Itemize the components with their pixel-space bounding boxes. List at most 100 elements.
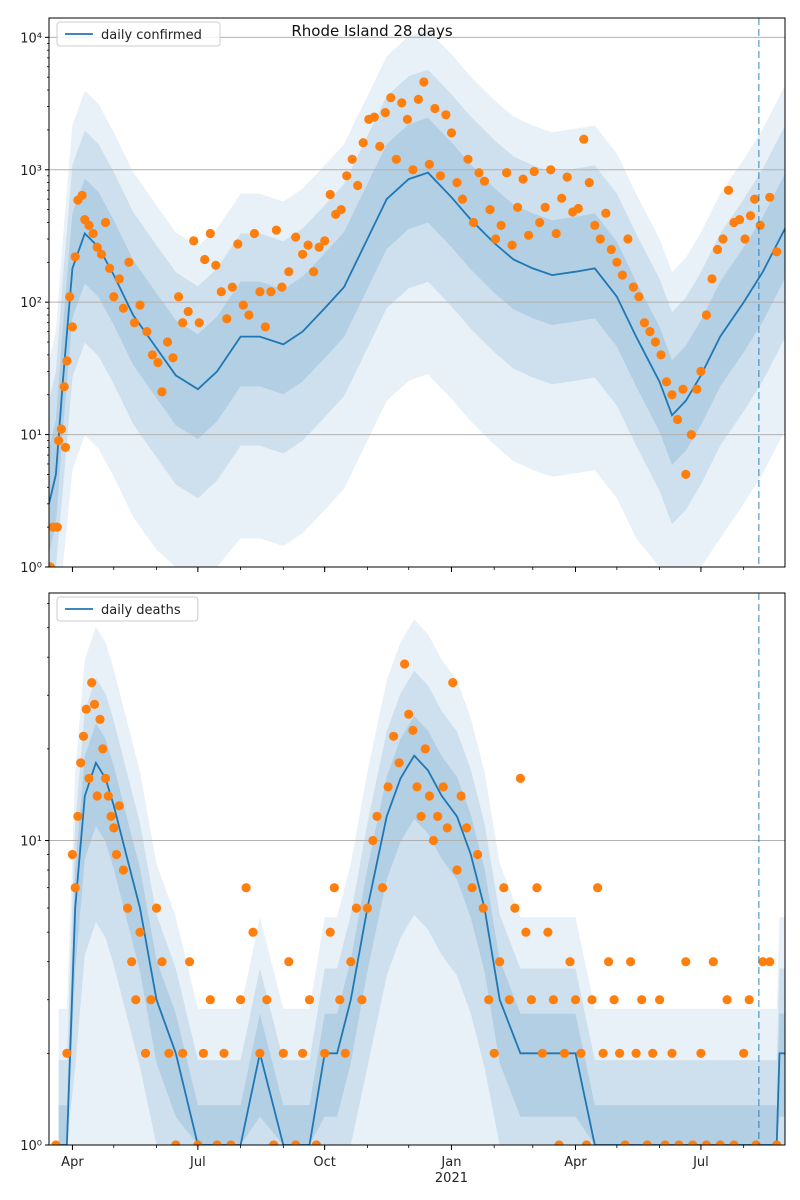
plot-area [49,18,785,567]
chart-title: Rhode Island 28 days [291,22,452,40]
data-point [311,1140,321,1145]
data-point [278,1048,288,1058]
data-point [408,165,418,175]
data-point [260,322,270,332]
data-point [269,1140,279,1145]
data-point [262,995,272,1005]
data-point [284,957,294,967]
data-point [696,1048,706,1058]
data-point [442,823,452,833]
data-point [701,1140,711,1145]
data-point [238,300,248,310]
data-point [655,995,665,1005]
plot-area [49,593,785,1145]
data-point [271,225,281,235]
data-point [681,469,691,479]
data-point [67,322,77,332]
data-point [114,801,124,811]
data-point [496,220,506,230]
data-point [62,1048,72,1058]
data-point [462,823,472,833]
data-point [129,318,140,328]
data-point [441,110,451,120]
data-point [233,239,243,249]
x-tick-label: Jul [692,1155,709,1170]
data-point [375,141,385,151]
data-point [309,267,319,277]
data-point [639,318,650,328]
data-point [413,94,423,104]
data-point [198,1048,208,1058]
data-point [109,823,119,833]
data-point [570,995,581,1005]
data-point [394,758,404,768]
data-point [377,883,388,893]
data-point [219,1048,229,1058]
y-tick-label: 10¹ [20,835,42,850]
data-point [222,314,232,324]
legend: daily deaths [56,596,199,622]
data-point [89,699,100,710]
data-point [435,171,445,181]
data-point [140,1048,151,1058]
data-point [402,114,412,124]
data-point [304,995,315,1005]
data-point [78,731,89,741]
data-point [226,1140,236,1145]
data-point [739,1048,749,1058]
data-point [216,287,226,297]
data-point [135,300,145,310]
data-point [433,811,443,822]
data-point [626,957,636,967]
data-point [325,927,335,937]
data-point [157,387,167,397]
data-point [67,849,77,860]
data-point [189,236,199,246]
data-point [548,995,559,1005]
data-point [722,995,732,1005]
data-point [667,390,677,400]
legend-box [56,21,221,47]
uncertainty-band-2 [58,670,785,1145]
data-point [131,995,141,1005]
data-point [174,292,184,302]
data-point [212,1140,222,1145]
data-point [634,292,644,302]
data-point [554,1140,564,1145]
uncertainty-band-3 [58,716,785,1145]
data-point [386,93,396,103]
data-point [96,249,106,259]
data-point [49,562,55,567]
data-point [656,350,666,360]
data-point [95,714,105,725]
data-point [383,782,393,792]
data-point [448,678,458,688]
data-point [81,704,91,714]
data-point [419,77,429,87]
data-point [593,883,603,893]
data-point [576,1048,586,1058]
data-point [452,178,462,188]
data-point [77,190,87,200]
data-point [325,189,335,200]
data-point [457,194,468,204]
data-point [404,709,414,719]
data-point [546,165,556,175]
data-point [532,883,542,893]
series-line-daily-deaths [58,754,785,1145]
data-point [474,168,484,178]
data-point [499,883,509,893]
data-point [755,220,765,230]
data-point [489,1048,499,1058]
data-point [153,357,163,368]
data-point [320,236,330,246]
data-point [347,154,357,164]
data-point [678,384,688,394]
data-point [707,274,717,284]
data-point [342,171,352,181]
data-point [718,234,728,244]
x-tick-label: Jul [189,1155,206,1170]
x-year-label: 2021 [435,1171,468,1186]
data-point [620,1140,630,1145]
